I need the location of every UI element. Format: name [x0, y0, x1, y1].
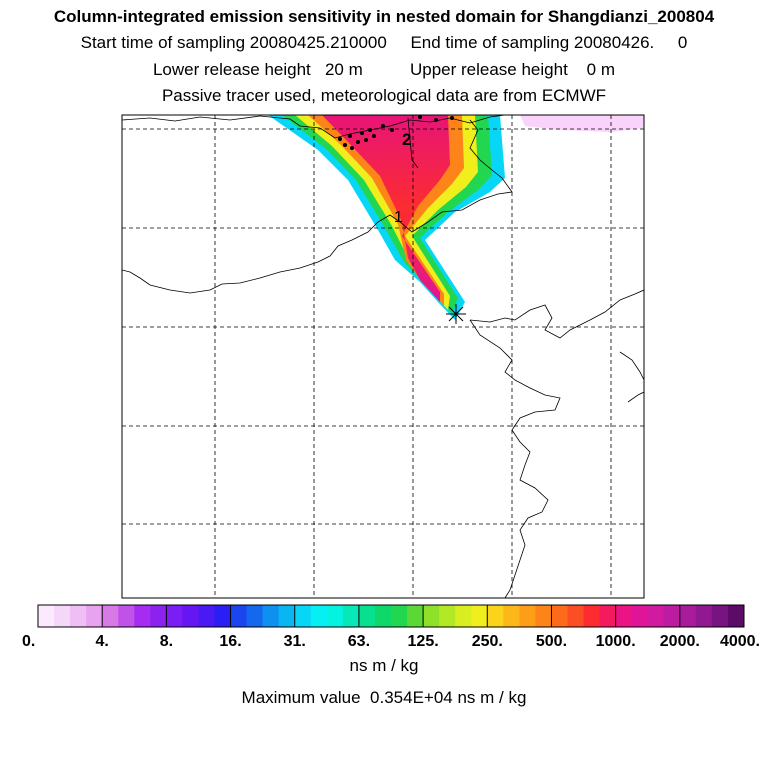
- colorbar-bin: [423, 605, 440, 627]
- colorbar-tick-label: 2000.: [660, 633, 700, 650]
- colorbar-bin: [407, 605, 424, 627]
- colorbar-tick-label: 16.: [219, 633, 241, 650]
- colorbar-bin: [583, 605, 601, 627]
- colorbar-bin: [711, 605, 729, 627]
- colorbar-bin: [326, 605, 344, 627]
- colorbar-tick-label: 8.: [160, 633, 173, 650]
- colorbar-bin: [663, 605, 681, 627]
- colorbar-bin: [647, 605, 665, 627]
- chart-title: Column-integrated emission sensitivity i…: [53, 7, 715, 26]
- colorbar-bin: [214, 605, 232, 627]
- colorbar-bin: [166, 605, 183, 627]
- colorbar-bin: [38, 605, 55, 627]
- colorbar-bin: [310, 605, 328, 627]
- colorbar-bin: [679, 605, 697, 627]
- colorbar-tick-label: 0.: [22, 633, 35, 650]
- map-gridlines: [122, 115, 644, 598]
- colorbar-bin: [230, 605, 248, 627]
- colorbar-bin: [551, 605, 568, 627]
- colorbar-frame: [37, 604, 745, 628]
- colorbar-tick-label: 4.: [96, 633, 109, 650]
- colorbar-bin: [374, 605, 392, 627]
- colorbar-bin: [391, 605, 408, 627]
- colorbar-units: ns m / kg: [349, 656, 419, 675]
- sampling-time-line: Start time of sampling 20080425.210000 E…: [80, 33, 688, 52]
- colorbar-bin: [503, 605, 520, 627]
- colorbar-bin: [535, 605, 552, 627]
- colorbar-bin: [695, 605, 713, 627]
- colorbar-bin: [102, 605, 119, 627]
- colorbar-tick-label: 500.: [536, 633, 567, 650]
- colorbar-tick-label: 63.: [348, 633, 370, 650]
- maximum-value-label: Maximum value 0.354E+04 ns m / kg: [241, 688, 527, 707]
- colorbar-bin: [487, 605, 504, 627]
- colorbar-tick-label: 125.: [408, 633, 439, 650]
- colorbar-tick-label: 31.: [284, 633, 306, 650]
- station-dots: [338, 115, 454, 150]
- colorbar-bin: [342, 605, 360, 627]
- colorbar-bin: [358, 605, 376, 627]
- colorbar-tick-label: 4000.: [720, 633, 760, 650]
- colorbar-tick-label: 1000.: [596, 633, 636, 650]
- colorbar-bin: [567, 605, 585, 627]
- coastlines: [122, 115, 644, 598]
- colorbar-bin: [631, 605, 649, 627]
- colorbar-bin: [70, 605, 87, 627]
- colorbar-bin: [54, 605, 71, 627]
- colorbar-bin: [134, 605, 151, 627]
- colorbar-bin: [471, 605, 488, 627]
- colorbar-bin: [599, 605, 617, 627]
- colorbar-bin: [455, 605, 472, 627]
- colorbar-tick-label: 250.: [472, 633, 503, 650]
- colorbar-bin: [198, 605, 215, 627]
- colorbar-bin: [727, 605, 745, 627]
- plume-layer-high: [322, 115, 450, 302]
- plume-label-1: 1: [394, 209, 403, 226]
- colorbar-bin: [278, 605, 296, 627]
- colorbar-bin: [86, 605, 103, 627]
- colorbar-bin: [246, 605, 264, 627]
- plume-faint-region: [520, 115, 644, 132]
- colorbar-bin: [294, 605, 312, 627]
- plume-label-2: 2: [402, 130, 411, 149]
- colorbar-bin: [150, 605, 167, 627]
- tracer-info-line: Passive tracer used, meteorological data…: [161, 86, 607, 105]
- colorbar-bin: [118, 605, 135, 627]
- colorbar: [38, 605, 745, 627]
- colorbar-bin: [439, 605, 456, 627]
- colorbar-tick-labels: 0. 4. 8. 16. 31. 63. 125. 250. 500. 1000. 2000. 400…: [22, 605, 760, 650]
- colorbar-bin: [182, 605, 199, 627]
- release-site-marker: [446, 304, 466, 324]
- map-frame: [121, 114, 645, 599]
- colorbar-bin: [615, 605, 633, 627]
- colorbar-bin: [519, 605, 536, 627]
- colorbar-bin: [262, 605, 280, 627]
- release-height-line: Lower release height 20 m Upper release …: [152, 60, 616, 79]
